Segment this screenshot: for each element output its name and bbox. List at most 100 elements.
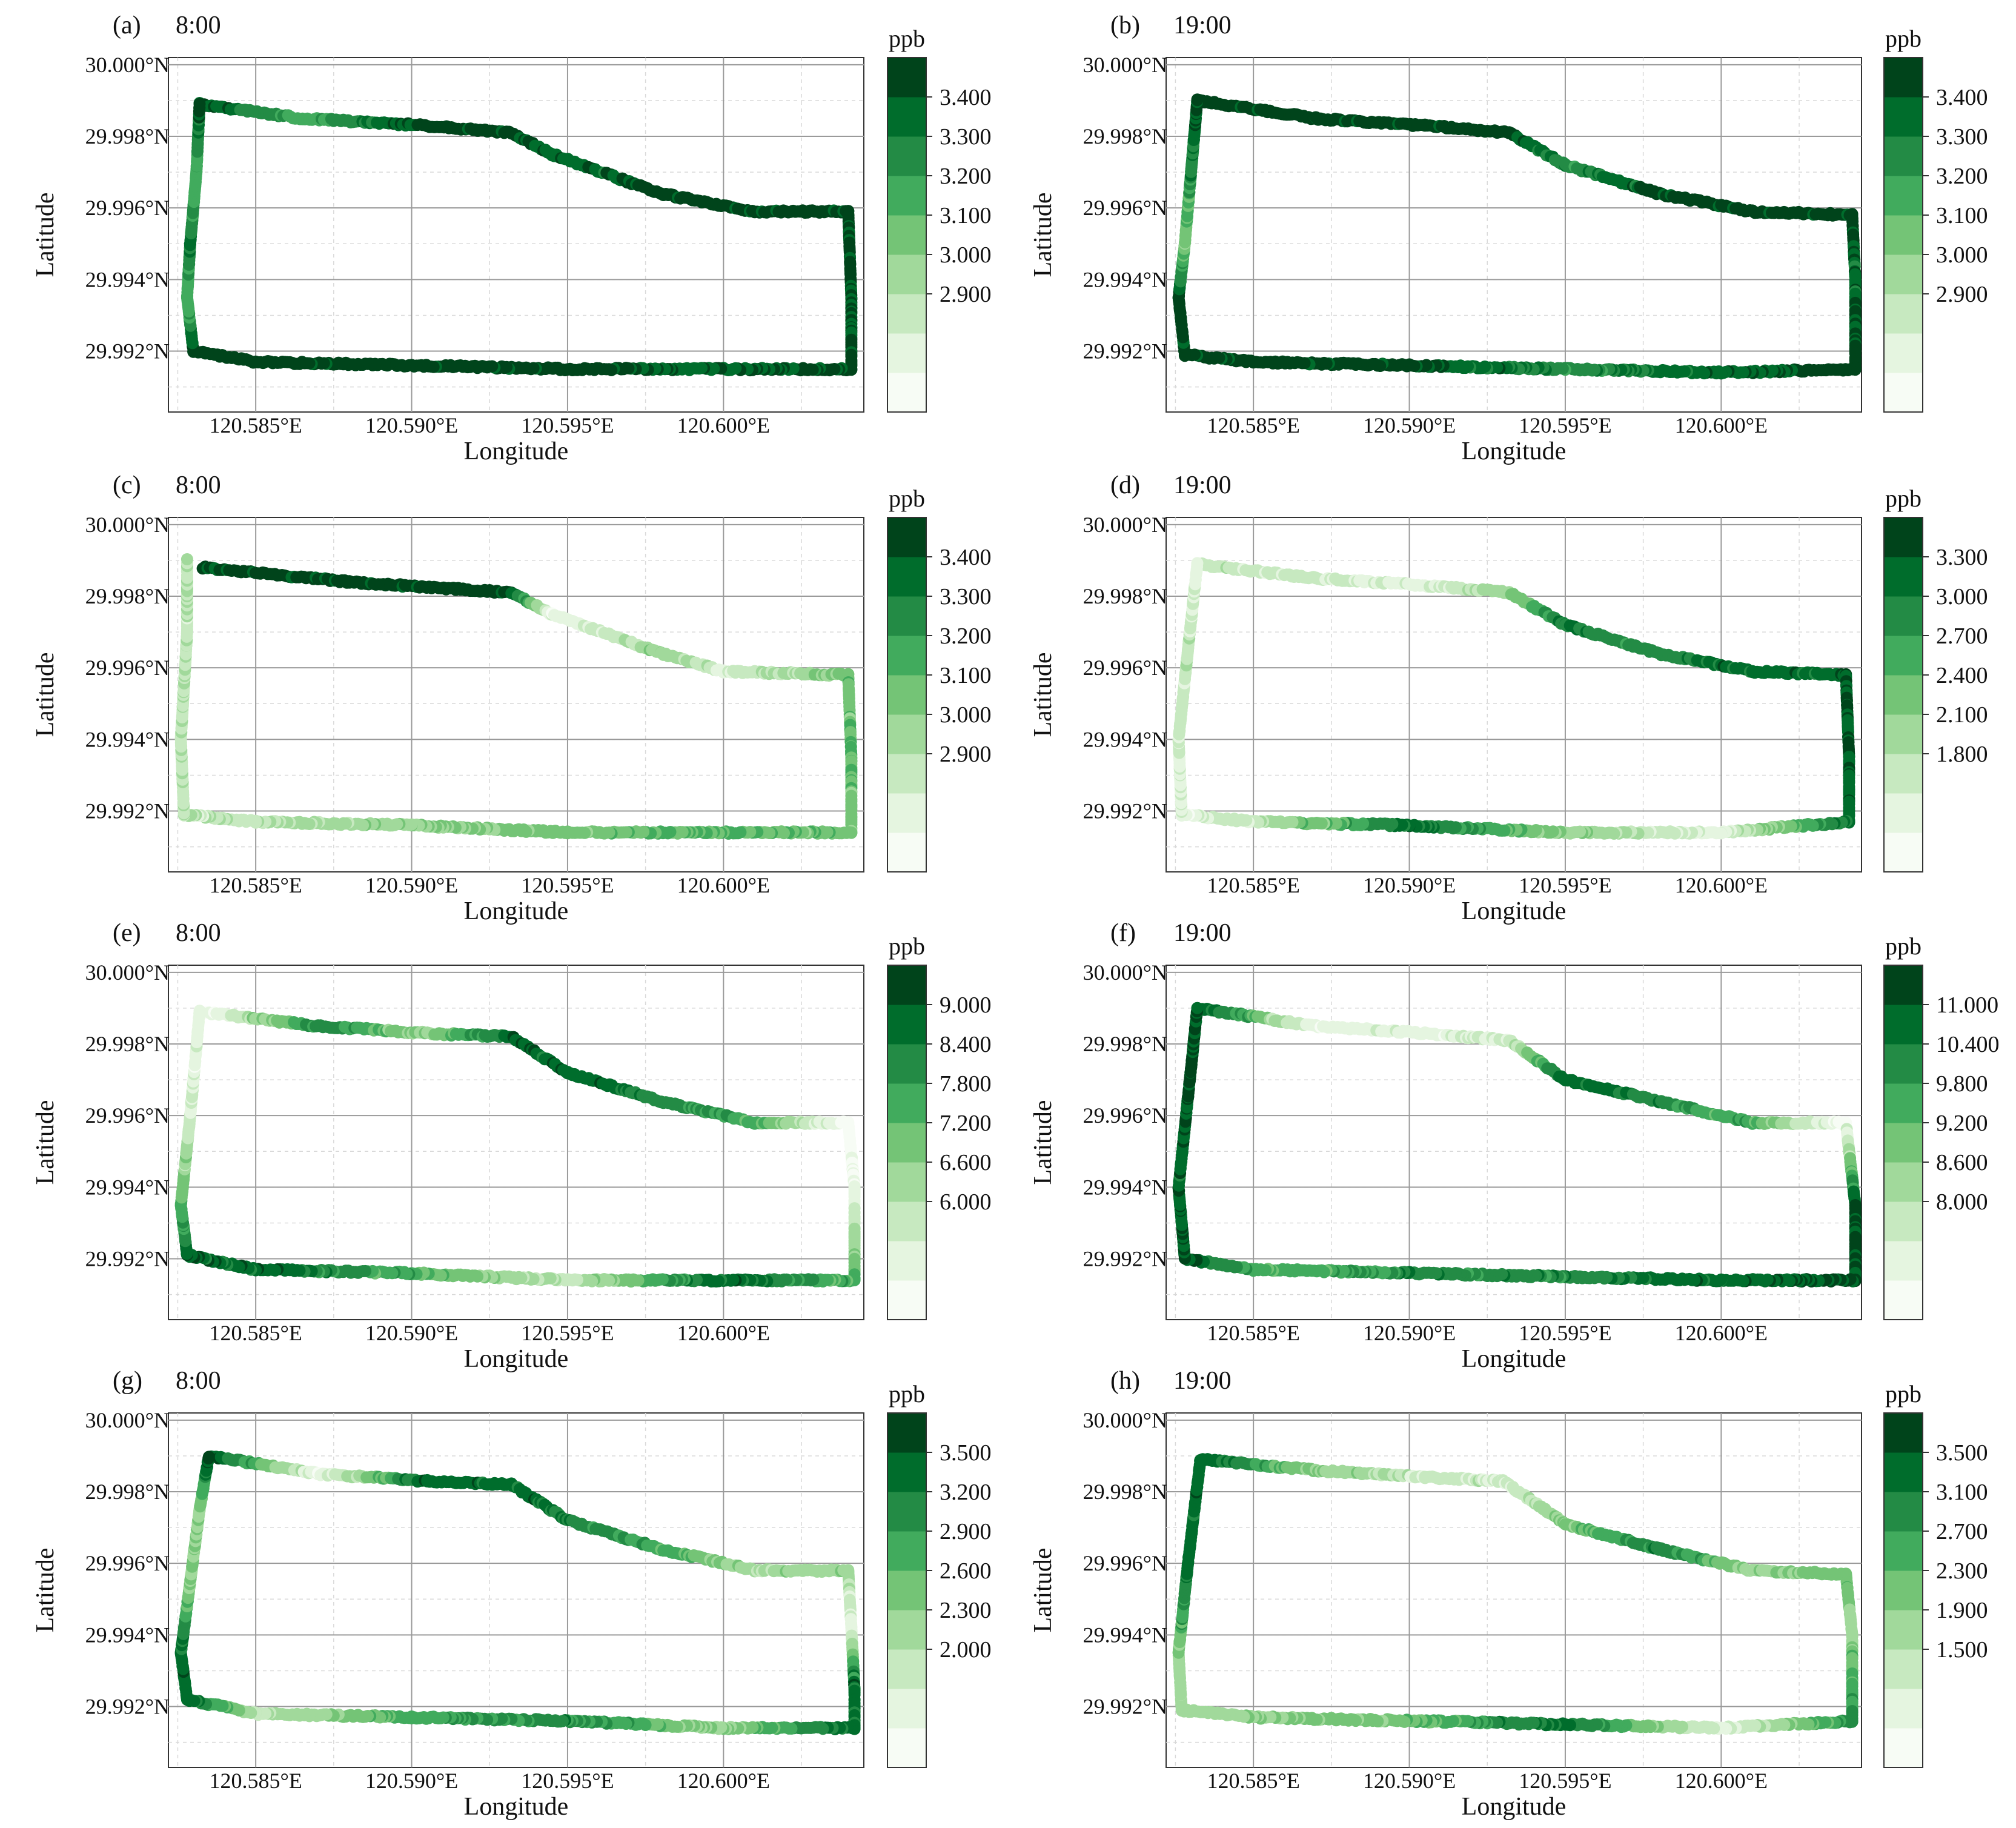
colorbar-segment xyxy=(1884,1083,1923,1123)
lon-tick-label: 120.585°E xyxy=(209,413,302,437)
colorbar-segment xyxy=(1884,1044,1923,1084)
colorbar-segment xyxy=(887,136,926,176)
lon-tick-label: 120.585°E xyxy=(1207,873,1299,897)
colorbar-segment xyxy=(887,176,926,216)
colorbar-segment xyxy=(887,1123,926,1163)
x-axis-label: Longitude xyxy=(464,437,569,465)
colorbar-unit: ppb xyxy=(889,932,925,960)
lat-tick-label: 29.994°N xyxy=(1083,267,1167,291)
lon-tick-label: 120.595°E xyxy=(521,873,614,897)
colorbar-unit: ppb xyxy=(1885,932,1921,960)
colorbar-tick-label: 3.200 xyxy=(1936,164,1988,189)
colorbar-tick-label: 8.000 xyxy=(1936,1189,1988,1215)
colorbar-segment xyxy=(1884,793,1923,833)
colorbar-tick-label: 8.400 xyxy=(940,1032,992,1057)
colorbar-tick-label: 7.800 xyxy=(940,1071,992,1097)
lon-tick-label: 120.600°E xyxy=(677,413,770,437)
colorbar-tick-label: 3.400 xyxy=(940,545,992,570)
colorbar-tick-label: 2.900 xyxy=(940,282,992,307)
colorbar-segment xyxy=(887,793,926,833)
colorbar-segment xyxy=(887,596,926,636)
colorbar-tick-label: 3.000 xyxy=(940,702,992,728)
panel-time: 19:00 xyxy=(1173,12,1232,39)
lat-tick-label: 29.994°N xyxy=(85,1623,170,1647)
lat-tick-label: 29.998°N xyxy=(85,124,170,148)
lat-tick-label: 30.000°N xyxy=(85,960,170,985)
colorbar-segment xyxy=(1884,1005,1923,1045)
panel-label: (b) xyxy=(1110,12,1140,39)
colorbar-segment xyxy=(1884,58,1923,98)
panel-label: (e) xyxy=(113,919,141,947)
lon-tick-label: 120.595°E xyxy=(1519,873,1611,897)
colorbar-segment xyxy=(1884,176,1923,216)
colorbar-tick-label: 3.100 xyxy=(940,663,992,688)
lat-tick-label: 29.998°N xyxy=(1083,124,1167,148)
lon-tick-label: 120.595°E xyxy=(521,1321,614,1345)
colorbar-segment xyxy=(1884,754,1923,794)
lon-tick-label: 120.585°E xyxy=(209,1769,302,1793)
colorbar-segment xyxy=(887,58,926,98)
colorbar-segment xyxy=(1884,1201,1923,1241)
y-axis-label: Latitude xyxy=(1029,193,1057,278)
colorbar-tick-label: 3.000 xyxy=(1936,242,1988,268)
colorbar-tick-label: 3.100 xyxy=(1936,203,1988,228)
panel-c: 29.992°N29.994°N29.996°N29.998°N30.000°N… xyxy=(31,471,992,925)
colorbar-segment xyxy=(1884,714,1923,754)
colorbar-tick-label: 2.100 xyxy=(1936,702,1988,728)
colorbar-tick-label: 10.400 xyxy=(1936,1032,2000,1057)
lat-tick-label: 29.994°N xyxy=(85,267,170,291)
lat-tick-label: 29.992°N xyxy=(1083,1247,1167,1271)
track-point xyxy=(193,98,206,110)
lon-tick-label: 120.595°E xyxy=(521,1769,614,1793)
colorbar-tick-label: 9.800 xyxy=(1936,1071,1988,1097)
track-point xyxy=(1191,557,1204,570)
lat-tick-label: 30.000°N xyxy=(85,53,170,77)
panel-f: 29.992°N29.994°N29.996°N29.998°N30.000°N… xyxy=(1029,919,2000,1373)
colorbar-segment xyxy=(887,675,926,715)
y-axis-label: Latitude xyxy=(1029,653,1057,737)
colorbar-tick-label: 9.200 xyxy=(1936,1111,1988,1136)
track-point xyxy=(181,553,193,565)
lon-tick-label: 120.590°E xyxy=(1363,873,1456,897)
lat-tick-label: 29.994°N xyxy=(1083,1175,1167,1199)
colorbar-tick-label: 3.400 xyxy=(1936,85,1988,110)
colorbar-segment xyxy=(887,215,926,255)
colorbar-tick-label: 3.000 xyxy=(1936,584,1988,610)
lat-tick-label: 29.992°N xyxy=(1083,339,1167,364)
colorbar-tick-label: 3.300 xyxy=(1936,124,1988,150)
track-point xyxy=(193,1005,206,1017)
colorbar-segment xyxy=(1884,1241,1923,1281)
colorbar-segment xyxy=(887,965,926,1005)
track-points xyxy=(181,97,858,377)
colorbar-segment xyxy=(887,833,926,872)
colorbar-segment xyxy=(887,714,926,754)
colorbar-tick-label: 3.300 xyxy=(940,124,992,150)
lon-tick-label: 120.595°E xyxy=(1519,1321,1611,1345)
colorbar-segment xyxy=(1884,215,1923,255)
lat-tick-label: 29.996°N xyxy=(1083,196,1167,220)
panel-label: (g) xyxy=(113,1367,142,1395)
panel-d: 29.992°N29.994°N29.996°N29.998°N30.000°N… xyxy=(1029,471,1988,925)
y-axis-label: Latitude xyxy=(31,193,59,278)
lon-tick-label: 120.585°E xyxy=(209,873,302,897)
lat-tick-label: 30.000°N xyxy=(85,1408,170,1432)
panel-label: (d) xyxy=(1110,471,1140,499)
colorbar-tick-label: 6.000 xyxy=(940,1189,992,1215)
colorbar-tick-label: 3.100 xyxy=(940,203,992,228)
colorbar-segment xyxy=(887,373,926,413)
panel-time: 8:00 xyxy=(176,919,221,947)
lat-tick-label: 29.992°N xyxy=(85,799,170,823)
track-point xyxy=(1191,1002,1204,1014)
colorbar-tick-label: 11.000 xyxy=(1936,992,1998,1018)
colorbar-segment xyxy=(1884,1123,1923,1163)
panel-time: 19:00 xyxy=(1173,471,1232,499)
colorbar-segment xyxy=(887,254,926,294)
colorbar-tick-label: 2.900 xyxy=(1936,282,1988,307)
lat-tick-label: 29.992°N xyxy=(1083,799,1167,823)
colorbar-frame xyxy=(887,57,927,413)
lon-tick-label: 120.600°E xyxy=(1675,873,1768,897)
x-axis-label: Longitude xyxy=(1462,1345,1567,1373)
colorbar-segment xyxy=(1884,596,1923,636)
colorbar-tick-label: 3.300 xyxy=(940,584,992,610)
